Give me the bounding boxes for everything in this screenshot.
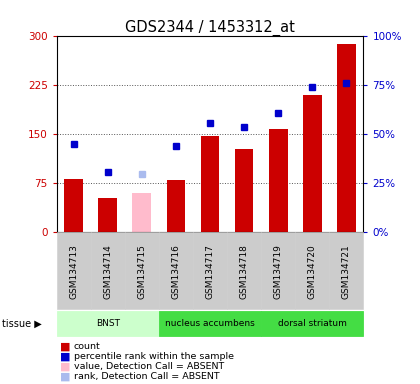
- Bar: [64, 179, 83, 232]
- Text: GSM134713: GSM134713: [69, 244, 78, 299]
- Text: ■: ■: [60, 371, 71, 381]
- Text: rank, Detection Call = ABSENT: rank, Detection Call = ABSENT: [74, 372, 219, 381]
- Text: tissue ▶: tissue ▶: [2, 318, 42, 329]
- Text: BNST: BNST: [96, 319, 120, 328]
- Bar: [201, 136, 219, 232]
- Bar: [235, 149, 253, 232]
- Text: GSM134719: GSM134719: [274, 244, 283, 299]
- Bar: [337, 44, 356, 232]
- Text: dorsal striatum: dorsal striatum: [278, 319, 346, 328]
- Text: ■: ■: [60, 351, 71, 361]
- Text: GSM134716: GSM134716: [171, 244, 181, 299]
- Text: ■: ■: [60, 361, 71, 371]
- Bar: [98, 199, 117, 232]
- Title: GDS2344 / 1453312_at: GDS2344 / 1453312_at: [125, 20, 295, 36]
- Text: GSM134721: GSM134721: [342, 244, 351, 299]
- Text: GSM134715: GSM134715: [137, 244, 146, 299]
- Text: count: count: [74, 342, 100, 351]
- Text: GSM134718: GSM134718: [239, 244, 249, 299]
- Text: nucleus accumbens: nucleus accumbens: [165, 319, 255, 328]
- Text: value, Detection Call = ABSENT: value, Detection Call = ABSENT: [74, 362, 224, 371]
- Text: percentile rank within the sample: percentile rank within the sample: [74, 352, 234, 361]
- Bar: [303, 95, 322, 232]
- Bar: [167, 180, 185, 232]
- Text: GSM134720: GSM134720: [308, 244, 317, 299]
- Text: GSM134717: GSM134717: [205, 244, 215, 299]
- Text: GSM134714: GSM134714: [103, 244, 112, 299]
- Text: ■: ■: [60, 341, 71, 351]
- Bar: [132, 193, 151, 232]
- Bar: [269, 129, 288, 232]
